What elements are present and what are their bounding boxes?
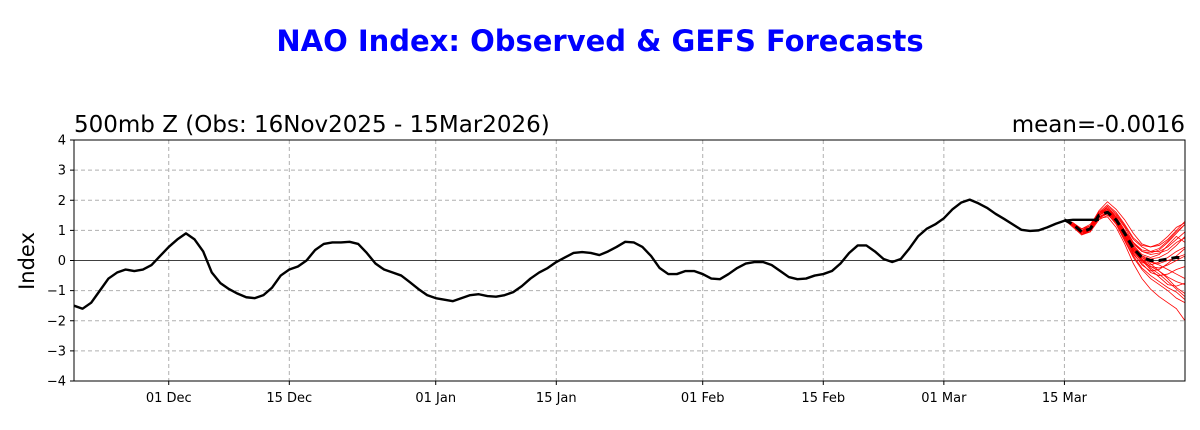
ensemble-mean-line	[1063, 210, 1185, 262]
ensemble-member-line	[1064, 208, 1185, 258]
y-tick-label: −1	[47, 284, 66, 299]
y-tick-label: 1	[58, 224, 66, 239]
x-tick-label: 01 Dec	[146, 391, 192, 406]
observed-and-mean-series	[74, 198, 1185, 310]
chart-subtitle-left: 500mb Z (Obs: 16Nov2025 - 15Mar2026)	[74, 112, 550, 138]
y-tick-label: 3	[58, 164, 66, 179]
chart-subtitle-right: mean=-0.0016	[1012, 112, 1185, 138]
y-tick-label: −3	[47, 344, 66, 359]
x-tick-label: 01 Mar	[921, 391, 967, 406]
x-ticks: 01 Dec 15 Dec 01 Jan 15 Jan 01 Feb 15 Feb 01 M…	[146, 381, 1088, 406]
y-tick-label: 0	[58, 254, 66, 269]
ensemble-member-line	[1064, 201, 1185, 248]
x-tick-label: 01 Jan	[415, 391, 456, 406]
observed-nao-line	[74, 198, 1099, 310]
y-tick-label: −2	[47, 314, 66, 329]
x-tick-label: 15 Feb	[801, 391, 845, 406]
chart-title: NAO Index: Observed & GEFS Forecasts	[276, 24, 923, 58]
ensemble-member-line	[1064, 208, 1185, 295]
ensemble-member-line	[1064, 208, 1185, 252]
x-tick-label: 15 Jan	[536, 391, 577, 406]
y-ticks: 4 3 2 1 0 −1 −2 −3 −4	[47, 134, 74, 390]
x-tick-label: 15 Dec	[266, 391, 312, 406]
ensemble-member-line	[1064, 204, 1185, 248]
ensemble-member-line	[1064, 210, 1185, 298]
y-tick-label: 2	[58, 194, 66, 209]
ensemble-members	[1064, 201, 1185, 322]
y-tick-label: −4	[47, 375, 66, 390]
x-tick-label: 01 Feb	[681, 391, 725, 406]
y-axis-label: Index	[15, 232, 39, 290]
y-tick-label: 4	[58, 134, 66, 149]
x-tick-label: 15 Mar	[1042, 391, 1088, 406]
